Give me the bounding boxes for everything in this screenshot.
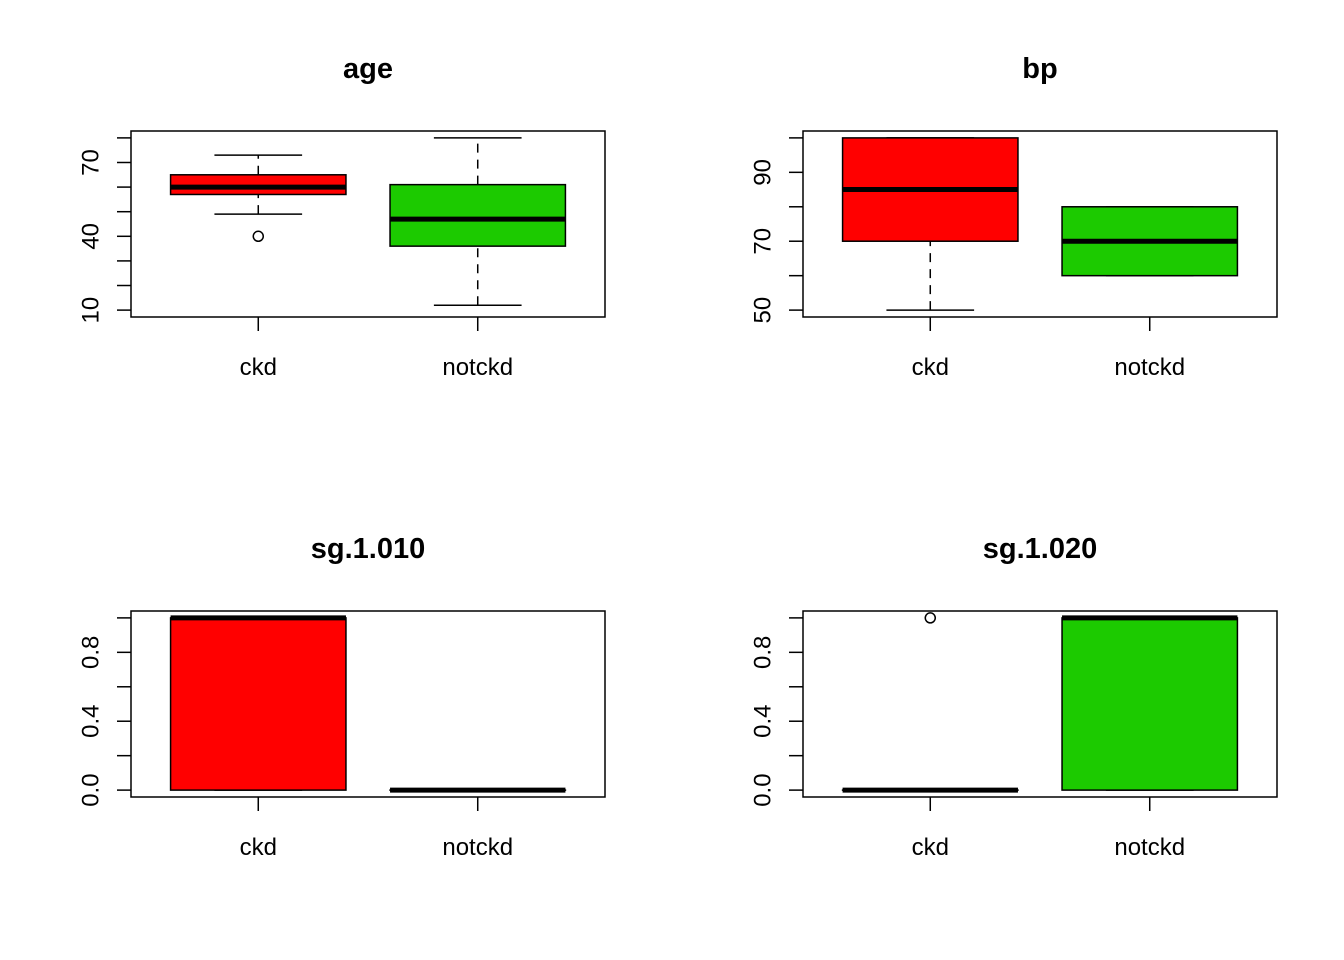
y-tick-label: 0.4 xyxy=(78,705,105,738)
box-notckd xyxy=(1061,617,1239,791)
plot-frame xyxy=(802,610,1278,798)
chart-panel-0: age 10 40 70 ckd notckd xyxy=(78,53,606,381)
y-tick-label: 0.8 xyxy=(750,636,777,669)
x-tick-label: notckd xyxy=(442,834,513,861)
outlier-point xyxy=(252,230,265,243)
y-tick-label: 70 xyxy=(750,228,777,255)
y-tick-label: 50 xyxy=(750,297,777,324)
y-tick-label: 0.0 xyxy=(750,773,777,806)
y-tick-label: 0.0 xyxy=(78,773,105,806)
box-ckd xyxy=(169,617,347,791)
x-tick-label: notckd xyxy=(442,354,513,381)
y-tick-label: 90 xyxy=(750,159,777,186)
x-tick-label: ckd xyxy=(912,354,949,381)
plot-frame xyxy=(130,610,606,798)
x-tick-label: ckd xyxy=(240,354,277,381)
outlier-point xyxy=(924,612,937,624)
y-tick-label: 40 xyxy=(78,223,105,250)
y-tick-label: 10 xyxy=(78,297,105,324)
x-tick-label: notckd xyxy=(1114,834,1185,861)
chart-panel-2: sg.1.010 0.0 0.4 0.8 ckd notckd xyxy=(78,533,606,861)
chart-title: bp xyxy=(1022,53,1057,85)
plot-frame xyxy=(130,130,606,318)
chart-panel-1: bp 50 70 90 ckd notckd xyxy=(750,53,1278,381)
chart-title: sg.1.010 xyxy=(311,533,425,565)
x-tick-label: ckd xyxy=(912,834,949,861)
y-tick-label: 0.4 xyxy=(750,705,777,738)
x-tick-label: notckd xyxy=(1114,354,1185,381)
y-tick-label: 70 xyxy=(78,149,105,176)
y-tick-label: 0.8 xyxy=(78,636,105,669)
plot-frame xyxy=(802,130,1278,318)
box-notckd xyxy=(389,183,567,247)
x-tick-label: ckd xyxy=(240,834,277,861)
chart-title: sg.1.020 xyxy=(983,533,1097,565)
chart-panel-3: sg.1.020 0.0 0.4 0.8 ckd notckd xyxy=(750,533,1278,861)
chart-title: age xyxy=(343,53,393,85)
